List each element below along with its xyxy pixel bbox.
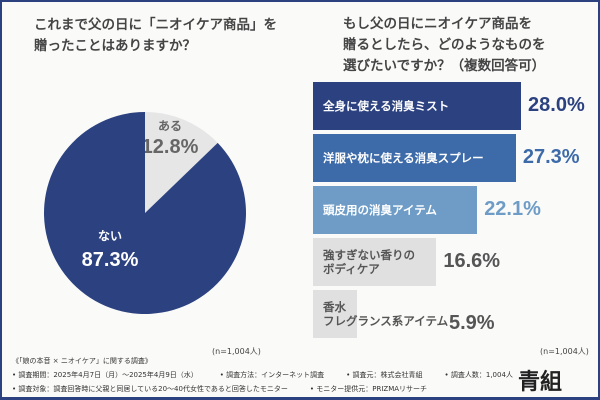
- bar-label-line: ボディケア: [323, 262, 380, 276]
- survey-target: • 調査対象：調査回答時に父親と同居している20〜40代女性であると回答したモニ…: [12, 385, 288, 393]
- bar-label-line: 洋服や枕に使える消臭スプレー: [323, 151, 484, 165]
- bar-title: もし父の日にニオイケア商品を 贈るとしたら、どのようなものを 選びたいですか？（複数…: [343, 14, 546, 77]
- pie-title-line: これまで父の日に「ニオイケア商品」を: [34, 17, 277, 33]
- pie-title: これまで父の日に「ニオイケア商品」を 贈ったことはありますか？: [34, 15, 277, 57]
- bar-label-line: 頭皮用の消臭アイテム: [323, 203, 437, 217]
- bar: 全身に使える消臭ミスト: [313, 82, 522, 130]
- brand-logo: 青組: [518, 370, 563, 395]
- bar-label: 強すぎない香りの ボディケア: [323, 248, 415, 276]
- pie-sample-size: (n=1,004人): [212, 347, 261, 356]
- pie-slice-value: 87.3%: [82, 249, 139, 271]
- bar-value: 28.0%: [528, 94, 585, 116]
- survey-method: • 調査方法：インターネット調査: [219, 371, 325, 379]
- pie-slice-no: [44, 112, 247, 314]
- survey-period: • 調査期間：2025年4月7日（月）〜2025年4月9日（水）: [12, 371, 198, 379]
- pie-slice-value: 12.8%: [142, 136, 199, 158]
- bar-title-line: もし父の日にニオイケア商品を: [343, 16, 532, 32]
- bar-value: 27.3%: [522, 146, 580, 168]
- bar-value: 16.6%: [443, 250, 501, 272]
- bar-label: 洋服や枕に使える消臭スプレー: [323, 151, 484, 165]
- bar-title-line: 選びたいですか？（複数回答可）: [343, 58, 546, 74]
- bar-label-line: 強すぎない香りの: [323, 248, 415, 262]
- bar-label-line: 全身に使える消臭ミスト: [323, 99, 450, 113]
- survey-provider: • モニター提供元：PRIZMAリサーチ: [309, 385, 428, 393]
- survey-details-2: • 調査対象：調査回答時に父親と同居している20〜40代女性であると回答したモニ…: [12, 384, 449, 394]
- bar-label-line: 香水: [323, 300, 346, 314]
- pie-slice-label: ない: [98, 229, 122, 243]
- pie-title-line: 贈ったことはありますか？: [34, 38, 196, 54]
- survey-heading: 《「娘の本音 × ニオイケア」に関する調査》: [12, 357, 152, 365]
- bar: 洋服や枕に使える消臭スプレー: [313, 134, 516, 182]
- bar-title-line: 贈るとしたら、どのようなものを: [343, 37, 546, 53]
- survey-source: • 調査元：株式会社青組: [346, 371, 423, 379]
- bar-value: 22.1%: [484, 198, 541, 220]
- pie-slice-yes: [145, 112, 218, 213]
- bar-label-line: フレグランス系アイテム: [323, 314, 449, 328]
- bar-label: 頭皮用の消臭アイテム: [323, 203, 437, 217]
- survey-count: • 調査人数：1,004人: [444, 371, 513, 379]
- bar: 頭皮用の消臭アイテム: [313, 186, 478, 234]
- survey-details-1: • 調査期間：2025年4月7日（月）〜2025年4月9日（水） • 調査方法：イ…: [12, 370, 535, 380]
- bar-value: 5.9%: [449, 312, 495, 334]
- bar-sample-size: (n=1,004人): [540, 347, 589, 356]
- pie-slice-label: ある: [158, 119, 182, 133]
- bar: 香水 フレグランス系アイテム: [313, 290, 448, 338]
- bar: 強すぎない香りの ボディケア: [313, 238, 437, 286]
- bar-label: 全身に使える消臭ミスト: [323, 99, 449, 113]
- bar-label: 香水 フレグランス系アイテム: [323, 300, 448, 328]
